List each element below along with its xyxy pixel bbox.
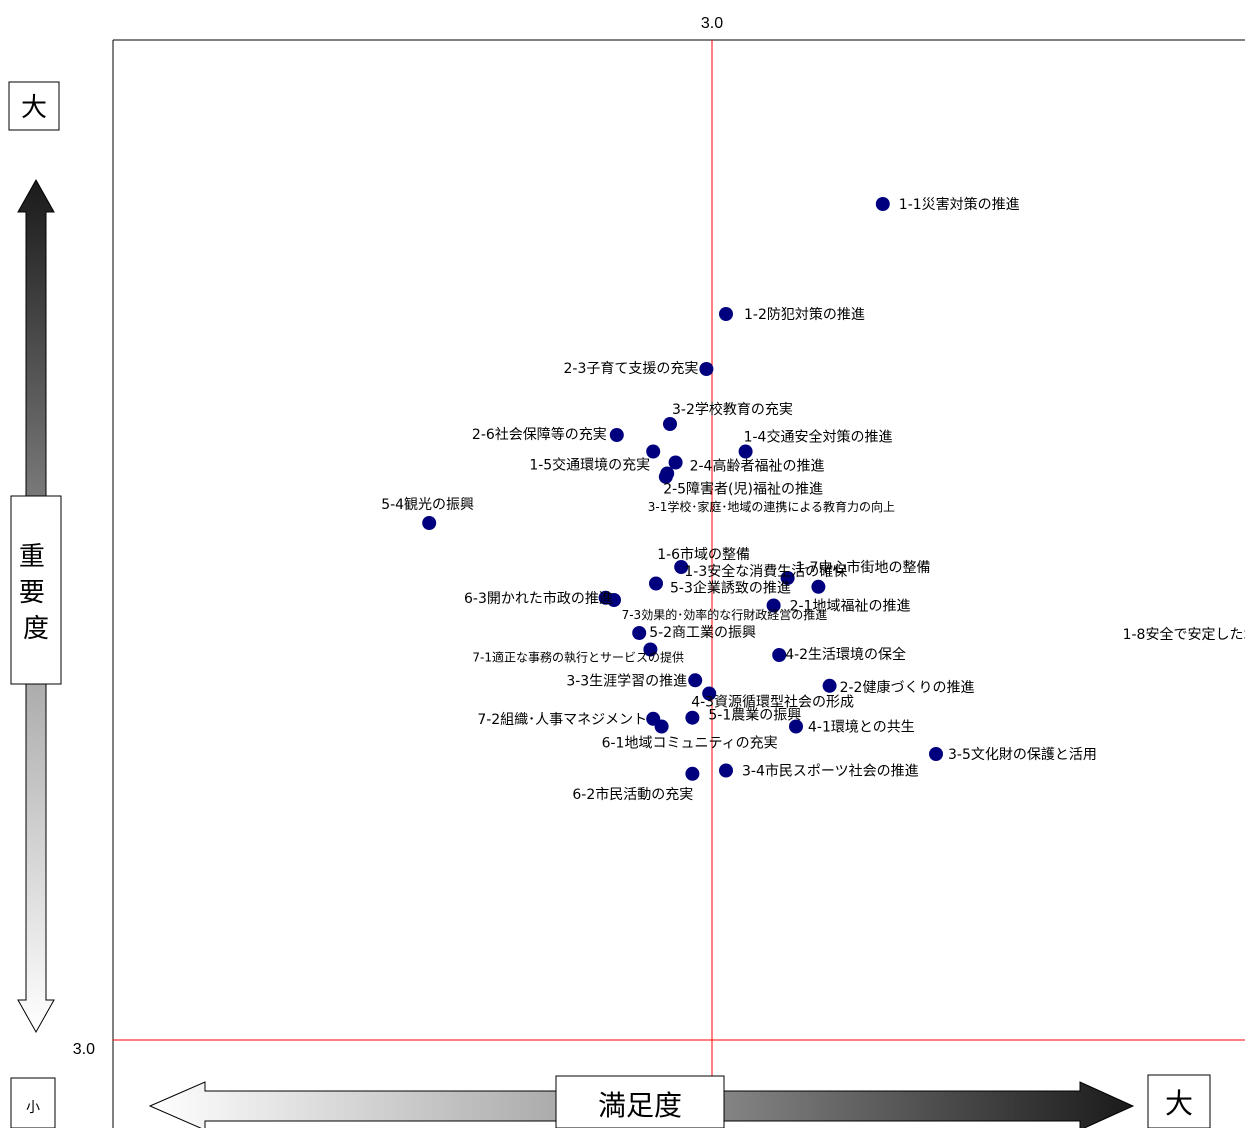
data-point — [422, 516, 437, 530]
data-point — [668, 455, 683, 470]
data-label: 3-3生涯学習の推進 — [566, 673, 687, 689]
data-label: 6-2市民活動の充実 — [572, 786, 693, 803]
data-label: 5-3企業誘致の推進 — [670, 580, 791, 597]
importance-label-box — [10, 495, 62, 685]
satisfaction-high-box — [1147, 1074, 1211, 1128]
data-point — [685, 766, 700, 781]
importance-high-label: 大 — [21, 93, 47, 123]
data-label: 6-1地域コミュニティの充実 — [602, 736, 778, 752]
data-label: 2-2健康づくりの推進 — [840, 679, 975, 696]
data-point — [738, 444, 753, 459]
data-point — [658, 469, 673, 484]
data-labels: 1-1災害対策の推進 1-2防犯対策の推進 2-3子育て支援の充実 3-2学校教育の充… — [381, 196, 1245, 803]
data-point — [772, 648, 787, 662]
data-label: 1-4交通安全対策の推進 — [744, 429, 893, 446]
data-point — [822, 678, 837, 693]
data-point — [643, 642, 658, 657]
data-point — [699, 362, 714, 376]
data-label: 3-4市民スポーツ社会の推進 — [742, 763, 919, 780]
y-center-tick-label: 3.0 — [73, 1041, 95, 1058]
data-label: 2-1地域福祉の推進 — [790, 599, 911, 615]
data-label: 5-4観光の振興 — [381, 496, 474, 513]
data-point — [607, 593, 621, 607]
data-label: 7-1適正な事務の執行とサービスの提供 — [472, 650, 684, 665]
data-point — [646, 444, 661, 459]
data-label: 2-4高齢者福祉の推進 — [690, 458, 825, 475]
data-label: 2-6社会保障等の充実 — [472, 426, 607, 443]
satisfaction-high-label: 大 — [1165, 1087, 1193, 1120]
data-label: 1-7中心市街地の整備 — [796, 559, 931, 576]
importance-axis-label: 重 要 度 — [19, 542, 53, 644]
data-point — [780, 571, 795, 585]
data-point — [766, 598, 781, 613]
data-label: 1-6市域の整備 — [657, 546, 750, 563]
data-label: 1-2防犯対策の推進 — [744, 306, 865, 323]
data-label: 1-8安全で安定した水の供給 — [1123, 626, 1245, 643]
data-label: 1-3安全な消費生活の確保 — [684, 563, 847, 580]
data-point — [702, 686, 717, 701]
satisfaction-axis-label: 満足度 — [598, 1089, 682, 1122]
data-label: 2-5障害者(児)福祉の推進 — [663, 482, 823, 498]
data-label: 4-1環境との共生 — [808, 720, 915, 736]
data-point — [663, 417, 677, 431]
data-point — [875, 197, 890, 211]
data-label: 6-3開かれた市政の推進 — [464, 590, 613, 607]
data-label: 7-3効果的･効率的な行財政経営の推進 — [622, 607, 828, 622]
data-point — [674, 560, 689, 574]
data-label: 4-2生活環境の保全 — [785, 646, 906, 663]
data-label: 1-1災害対策の推進 — [899, 196, 1020, 213]
data-point — [609, 428, 624, 442]
x-center-tick-label: 3.0 — [701, 15, 723, 32]
data-point — [719, 763, 733, 778]
importance-low-label: 小 — [26, 1100, 40, 1116]
data-label: 3-5文化財の保護と活用 — [948, 747, 1097, 763]
data-points — [422, 197, 943, 781]
data-point — [632, 626, 647, 640]
data-point — [688, 673, 703, 688]
data-label: 2-3子育て支援の充実 — [564, 361, 699, 377]
importance-high-box — [8, 81, 60, 131]
importance-low-box — [10, 1077, 56, 1128]
data-label: 4-3資源循環型社会の形成 — [691, 695, 854, 711]
data-point — [649, 576, 663, 591]
data-point — [811, 579, 826, 594]
data-label: 3-2学校教育の充実 — [672, 401, 793, 418]
data-label: 3-1学校･家庭･地域の連携による教育力の向上 — [648, 499, 895, 514]
satisfaction-label-box — [555, 1075, 725, 1128]
data-label: 1-5交通環境の充実 — [529, 457, 650, 474]
data-point — [789, 719, 803, 734]
data-point — [719, 307, 733, 321]
data-label: 5-2商工業の振興 — [649, 625, 756, 641]
data-label: 5-1農業の振興 — [708, 708, 801, 724]
data-point — [685, 710, 700, 725]
data-point — [654, 719, 669, 734]
data-label: 7-2組織･人事マネジメント — [477, 712, 647, 728]
data-point — [929, 747, 943, 761]
